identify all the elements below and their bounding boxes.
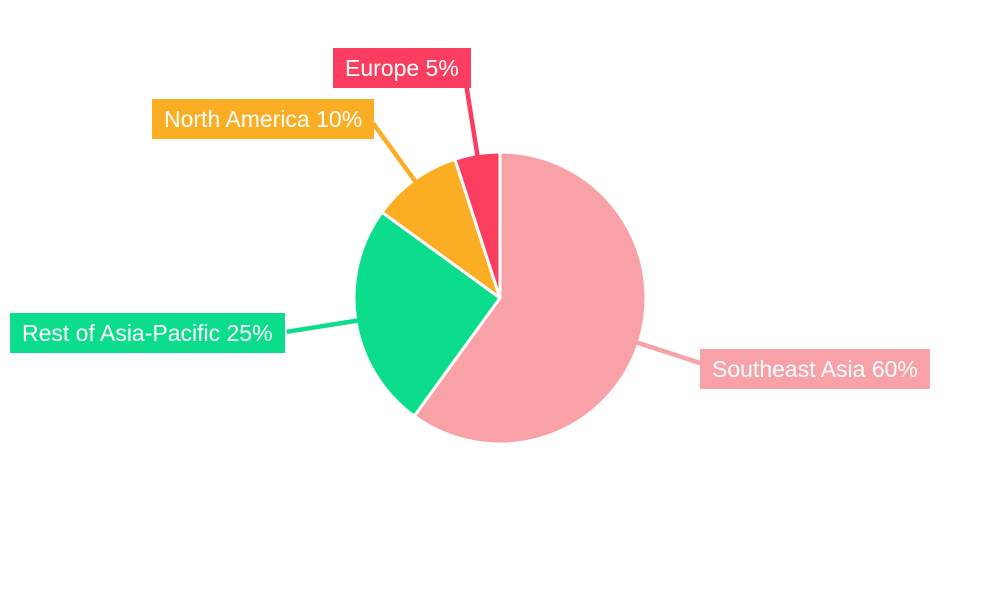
leader-line-rest-of-asia-pacific xyxy=(286,318,360,335)
leader-line-north-america xyxy=(371,121,418,184)
leader-line-europe xyxy=(463,84,480,158)
leader-line-southeast-asia xyxy=(635,340,707,367)
pie-label-europe: Europe 5% xyxy=(333,48,471,88)
pie-label-rest-of-asia-pacific: Rest of Asia-Pacific 25% xyxy=(10,313,285,353)
pie-label-southeast-asia: Southeast Asia 60% xyxy=(700,349,930,389)
pie-label-north-america: North America 10% xyxy=(152,99,375,139)
